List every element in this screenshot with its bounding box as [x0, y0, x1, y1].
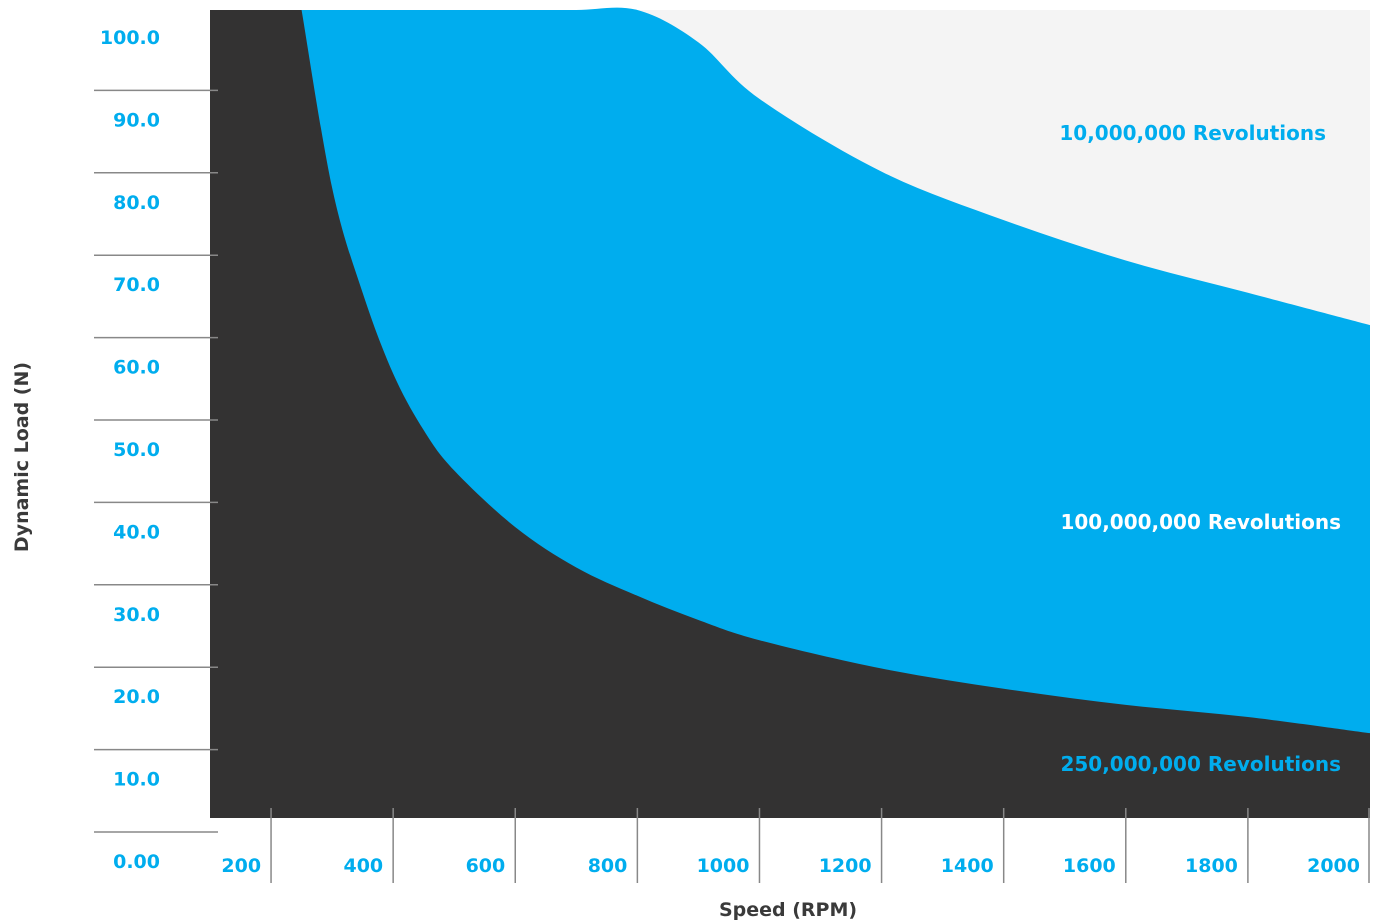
- y-axis-title: Dynamic Load (N): [11, 362, 33, 552]
- y-tick-label: 50.0: [113, 439, 160, 461]
- x-axis: 200 400 600 800 1000 1200 1400 1600 1800 2000: [221, 808, 1370, 883]
- x-tick-label: 1000: [697, 855, 750, 877]
- x-tick-label: 1800: [1185, 855, 1238, 877]
- region-label-100m: 100,000,000 Revolutions: [1060, 510, 1341, 534]
- y-tick-label: 40.0: [113, 521, 160, 543]
- y-tick-label: 30.0: [113, 604, 160, 626]
- y-tick-label: 0.00: [113, 851, 160, 873]
- region-250m-revolutions: [210, 10, 1370, 818]
- region-label-10m: 10,000,000 Revolutions: [1059, 121, 1326, 145]
- y-tick-label: 70.0: [113, 274, 160, 296]
- x-tick-label: 1600: [1063, 855, 1116, 877]
- x-tick-label: 400: [343, 855, 383, 877]
- y-tick-label: 20.0: [113, 686, 160, 708]
- x-tick-label: 200: [221, 855, 261, 877]
- x-axis-title: Speed (RPM): [719, 899, 857, 921]
- x-tick-label: 600: [466, 855, 506, 877]
- y-tick-label: 10.0: [113, 769, 160, 791]
- y-tick-label: 60.0: [113, 357, 160, 379]
- x-tick-label: 1200: [819, 855, 872, 877]
- x-tick-label: 800: [588, 855, 628, 877]
- x-tick-label: 1400: [941, 855, 994, 877]
- x-tick-label: 2000: [1307, 855, 1360, 877]
- y-tick-label: 80.0: [113, 192, 160, 214]
- region-label-250m: 250,000,000 Revolutions: [1060, 752, 1341, 776]
- y-tick-label: 90.0: [113, 109, 160, 131]
- y-tick-label: 100.0: [100, 27, 160, 49]
- y-axis: 0.00 10.0 20.0 30.0 40.0 50.0 60.0 70.0 80.0 90.0…: [94, 27, 218, 873]
